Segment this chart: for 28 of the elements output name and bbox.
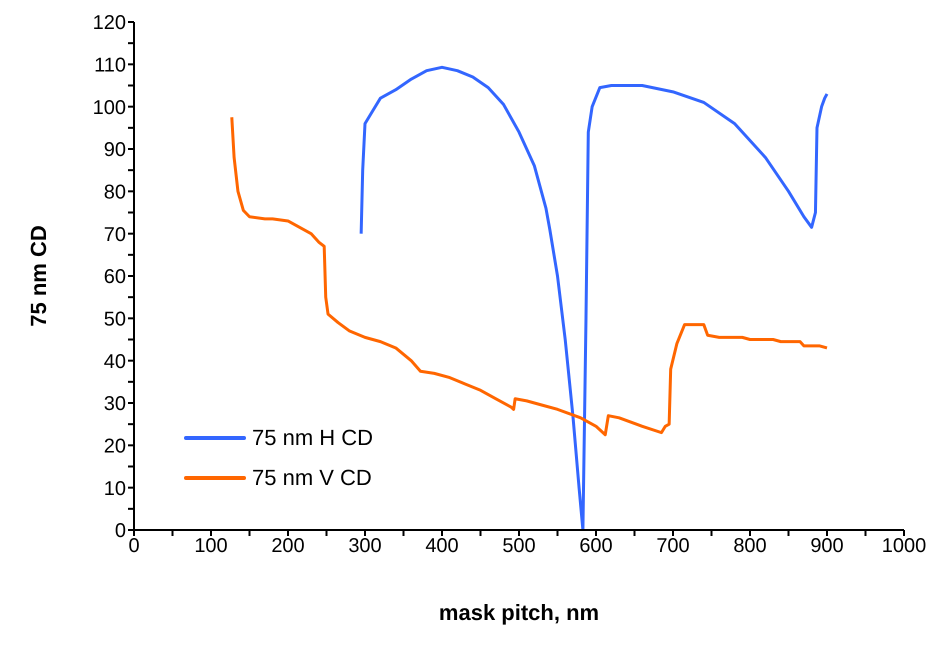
y-tick-label: 0 [114,520,126,542]
x-tick-label: 900 [810,535,844,558]
x-tick-label: 400 [425,535,459,558]
y-tick-label: 30 [104,393,126,416]
y-tick-label: 50 [104,308,126,330]
x-tick-label: 800 [733,535,767,558]
x-tick-label: 700 [656,535,690,558]
y-axis-title: 75 nm CD [26,225,51,327]
x-tick-label: 100 [194,535,228,558]
y-tick-label: 80 [104,181,126,204]
y-tick-label: 120 [92,12,126,34]
y-tick-label: 60 [104,266,126,288]
legend-label: 75 nm H CD [252,425,374,451]
y-tick-label: 20 [104,435,126,458]
x-tick-label: 500 [502,535,536,558]
y-tick-label: 90 [104,139,126,162]
y-tick-label: 40 [104,350,126,373]
y-tick-label: 110 [94,54,126,76]
x-tick-label: 300 [348,535,382,558]
y-tick-label: 10 [104,478,126,500]
y-tick-label: 100 [92,96,126,119]
x-axis-title: mask pitch, nm [438,600,600,625]
y-tick-label: 70 [104,224,126,246]
x-tick-label: 0 [128,535,140,558]
x-tick-label: 600 [579,535,613,558]
x-tick-label: 200 [271,535,305,558]
x-tick-label: 1000 [882,535,926,558]
legend-label: 75 nm V CD [252,465,372,491]
